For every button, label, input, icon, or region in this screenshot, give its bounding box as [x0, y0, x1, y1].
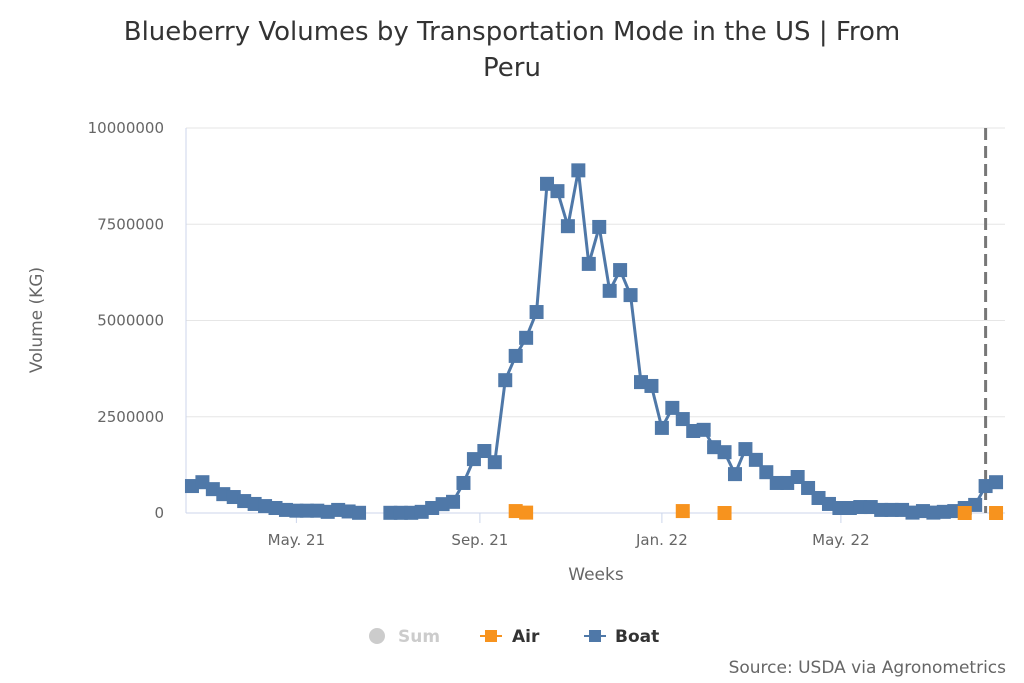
boat-point	[613, 263, 628, 278]
y-tick-label: 2500000	[97, 408, 164, 426]
boat-point	[508, 348, 523, 363]
boat-point	[571, 163, 586, 178]
boat-line	[390, 168, 997, 515]
air-point	[717, 506, 732, 520]
boat-point	[696, 422, 711, 437]
boat-point	[675, 412, 690, 427]
boat-point	[623, 288, 638, 303]
x-axis-title: Weeks	[568, 565, 624, 585]
x-tick-label: Jan. 22	[635, 531, 688, 549]
boat-point	[446, 494, 461, 509]
boat-point	[759, 465, 774, 480]
boat-point	[592, 219, 607, 234]
boat-point	[738, 442, 753, 457]
chart-title-line-1: Blueberry Volumes by Transportation Mode…	[124, 17, 901, 47]
boat-point	[487, 455, 502, 470]
boat-point	[560, 219, 575, 234]
legend-boat-label: Boat	[615, 627, 659, 647]
chart-title-line-2: Peru	[483, 53, 541, 83]
legend-sum-label: Sum	[398, 627, 440, 647]
series-group	[184, 163, 1004, 520]
boat-point	[727, 467, 742, 482]
x-tick-label: Sep. 21	[451, 531, 508, 549]
boat-point	[748, 452, 763, 467]
x-tick-label: May. 22	[812, 531, 870, 549]
boat-point	[477, 444, 492, 459]
y-tick-label: 10000000	[88, 119, 164, 137]
legend-air-marker	[485, 630, 497, 642]
boat-point	[550, 184, 565, 199]
legend-item-boat[interactable]: Boat	[584, 627, 659, 647]
boat-point	[498, 373, 513, 388]
series-boat	[184, 163, 1004, 520]
air-point	[675, 504, 690, 519]
y-tick-label: 7500000	[97, 215, 164, 233]
y-tick-label: 5000000	[97, 312, 164, 330]
legend-boat-marker	[589, 630, 601, 642]
y-axis-title: Volume (KG)	[27, 267, 47, 373]
legend-item-sum[interactable]: Sum	[369, 627, 440, 647]
series-air	[508, 504, 1004, 520]
boat-point	[456, 475, 471, 490]
boat-point	[352, 505, 367, 520]
legend-air-label: Air	[512, 627, 540, 647]
air-point	[519, 505, 534, 520]
boat-point	[717, 445, 732, 460]
boat-point	[989, 475, 1004, 490]
boat-point	[654, 420, 669, 435]
x-tick-label: May. 21	[268, 531, 326, 549]
y-axis-ticks: 0 2500000 5000000 7500000 10000000	[88, 119, 164, 522]
y-tick-label: 0	[154, 504, 164, 522]
x-axis-ticks: May. 21 Sep. 21 Jan. 22 May. 22	[268, 513, 870, 549]
legend-sum-marker	[369, 628, 385, 644]
legend-item-air[interactable]: Air	[480, 627, 540, 647]
boat-point	[602, 283, 617, 298]
legend: Sum Air Boat	[369, 627, 659, 647]
boat-point	[665, 400, 680, 415]
gridlines	[185, 127, 1005, 514]
boat-point	[644, 378, 659, 393]
boat-point	[581, 256, 596, 271]
boat-point	[519, 330, 534, 345]
boat-point	[790, 470, 805, 485]
air-point	[989, 506, 1004, 520]
boat-point	[529, 305, 544, 320]
air-point	[957, 506, 972, 520]
source-credit: Source: USDA via Agronometrics	[729, 658, 1007, 678]
